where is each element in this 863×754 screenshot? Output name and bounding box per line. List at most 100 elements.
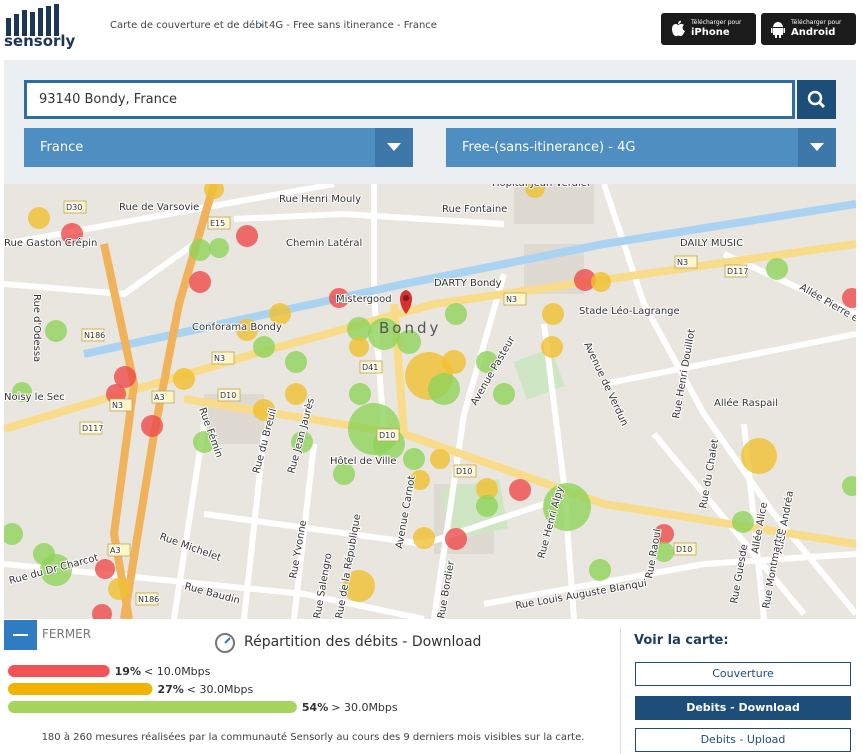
bar-range: < 30.0Mbps bbox=[187, 683, 254, 696]
map[interactable]: D30 Rue de Varsovie Rue Gaston Crépin Rue d… bbox=[4, 184, 856, 619]
country-select[interactable]: France bbox=[24, 128, 413, 167]
measurement bbox=[349, 337, 369, 357]
map-label: D117 bbox=[727, 267, 748, 276]
map-label: Rue Henri Mouly bbox=[279, 194, 361, 205]
app-name: iPhone bbox=[691, 27, 730, 38]
map-label: DAILY MUSIC bbox=[680, 238, 743, 249]
network-select[interactable]: Free-(sans-itinerance) - 4G bbox=[446, 128, 836, 167]
measurement bbox=[61, 223, 83, 245]
measurement bbox=[189, 271, 211, 293]
road-shield bbox=[135, 592, 159, 606]
measurement bbox=[413, 527, 435, 549]
view-button[interactable]: Couverture bbox=[635, 662, 851, 686]
network: Free-(sans-itinerance) - 4G bbox=[462, 140, 636, 155]
play-store-button[interactable]: Télécharger pour Android bbox=[761, 13, 856, 45]
measurement bbox=[141, 415, 163, 437]
measurement bbox=[204, 184, 224, 199]
distribution-bar bbox=[8, 665, 110, 677]
logo[interactable]: sensorly bbox=[4, 32, 76, 50]
measurement bbox=[403, 448, 425, 470]
measurement bbox=[285, 351, 307, 373]
measurement bbox=[541, 336, 563, 358]
road-shield bbox=[107, 543, 131, 557]
app-name: Android bbox=[791, 27, 836, 38]
measurement bbox=[92, 604, 112, 619]
map-label: A3 bbox=[110, 546, 121, 555]
map-label: Rue Gaston Crépin bbox=[4, 237, 97, 249]
bar-label: 27% < 30.0Mbps bbox=[157, 683, 253, 696]
measurement bbox=[236, 319, 258, 341]
map-label: Rue de Varsovie bbox=[119, 202, 199, 213]
map-label: N3 bbox=[214, 354, 225, 363]
view-button[interactable]: Debits - Upload bbox=[635, 728, 851, 752]
breadcrumb[interactable]: Carte de couverture et de débit bbox=[110, 20, 269, 31]
measurement bbox=[108, 578, 130, 600]
measurement bbox=[114, 366, 136, 388]
map-label: D30 bbox=[66, 203, 82, 212]
measurement bbox=[591, 272, 611, 292]
map-label: Rue d'Odessa bbox=[31, 294, 42, 362]
measurement bbox=[430, 449, 450, 469]
measurement bbox=[476, 495, 498, 517]
measurement bbox=[269, 303, 291, 325]
breadcrumb-current: 4G - Free sans itinerance - France bbox=[269, 20, 437, 31]
measurement bbox=[368, 318, 400, 350]
map-label: Noisy le Sec bbox=[4, 392, 65, 403]
measurement bbox=[209, 238, 229, 258]
map-label: Rue Fontaine bbox=[442, 204, 507, 215]
measurement bbox=[193, 431, 215, 453]
measurement bbox=[40, 554, 72, 586]
map-label: Bondy bbox=[379, 319, 441, 337]
bar-range: > 30.0Mbps bbox=[331, 701, 398, 714]
dropdown-arrow bbox=[798, 128, 836, 167]
map-label: N3 bbox=[506, 295, 517, 304]
measurement bbox=[236, 225, 258, 247]
distribution-bar bbox=[8, 701, 297, 713]
road-shield bbox=[151, 390, 175, 404]
apple-icon bbox=[672, 20, 685, 37]
measurement bbox=[525, 184, 545, 198]
search-input[interactable]: 93140 Bondy, France bbox=[24, 80, 795, 119]
measurement bbox=[476, 351, 498, 373]
canal bbox=[83, 200, 856, 358]
road-shield bbox=[724, 264, 748, 278]
view-button-active[interactable]: Debits - Download bbox=[635, 696, 851, 720]
measurement bbox=[842, 288, 856, 308]
road-shield bbox=[217, 388, 241, 402]
android-icon bbox=[771, 22, 785, 38]
close-label[interactable]: FERMER bbox=[42, 627, 92, 641]
measurement bbox=[509, 479, 531, 501]
location-pin bbox=[400, 290, 412, 314]
measurement bbox=[28, 207, 50, 229]
roads bbox=[4, 184, 856, 619]
app-small: Télécharger pour bbox=[691, 19, 742, 26]
measurement bbox=[654, 524, 674, 544]
measurement bbox=[410, 470, 430, 490]
measurement bbox=[732, 511, 754, 533]
close-button[interactable] bbox=[4, 620, 37, 650]
dropdown-arrow bbox=[375, 128, 413, 167]
app-store-button[interactable]: Télécharger pour iPhone bbox=[661, 13, 756, 45]
road-shield bbox=[79, 421, 103, 435]
measurement bbox=[741, 438, 777, 474]
road-shield bbox=[359, 360, 383, 374]
panel-title: Répartition des débits - Download bbox=[244, 634, 482, 650]
measurement bbox=[253, 336, 275, 358]
search-button[interactable] bbox=[797, 80, 836, 119]
measurement bbox=[12, 382, 32, 402]
measurement bbox=[253, 399, 275, 421]
map-label: N3 bbox=[677, 258, 688, 267]
distribution-chart: 19% < 10.0Mbps 27% < 30.0Mbps 54% > 30.0Mbps bbox=[8, 665, 398, 714]
map-label: D117 bbox=[82, 424, 103, 433]
map-label: Conforama Bondy bbox=[192, 322, 282, 333]
measurement bbox=[291, 431, 313, 453]
measurement bbox=[766, 258, 788, 280]
measurement bbox=[173, 368, 195, 390]
road-shield bbox=[674, 255, 698, 269]
separator bbox=[620, 628, 621, 754]
map-label: N3 bbox=[112, 401, 123, 410]
measurement bbox=[349, 383, 371, 405]
measurement bbox=[4, 523, 23, 545]
map-label: Chemin Latéral bbox=[286, 237, 362, 249]
measurement bbox=[428, 373, 460, 405]
